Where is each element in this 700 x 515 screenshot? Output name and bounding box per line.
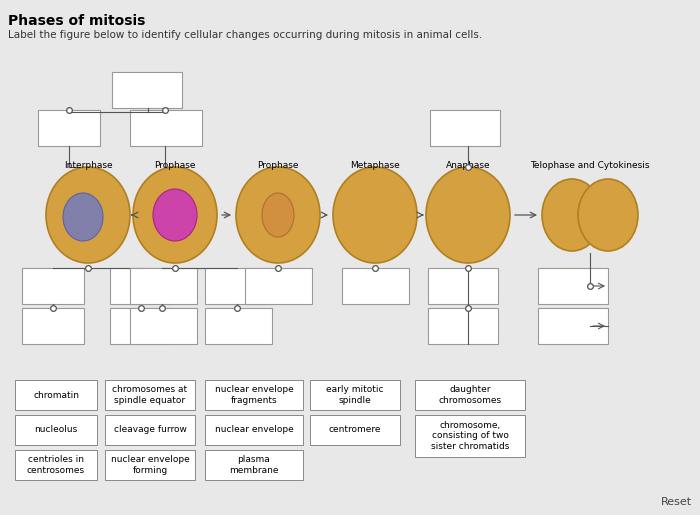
Text: chromosomes at
spindle equator: chromosomes at spindle equator (113, 385, 188, 405)
Bar (22, 268, 84, 304)
Bar (245, 268, 312, 304)
Bar (205, 380, 303, 410)
Text: Telophase and Cytokinesis: Telophase and Cytokinesis (531, 161, 650, 170)
Ellipse shape (333, 167, 417, 263)
Bar (15, 415, 97, 445)
Text: daughter
chromosomes: daughter chromosomes (438, 385, 502, 405)
Bar (205, 308, 272, 344)
Text: cleavage furrow: cleavage furrow (113, 425, 186, 435)
Text: chromatin: chromatin (33, 390, 79, 400)
Bar (110, 268, 172, 304)
Text: Prophase: Prophase (258, 161, 299, 170)
Text: plasma
membrane: plasma membrane (230, 455, 279, 475)
Ellipse shape (426, 167, 510, 263)
Bar (205, 268, 272, 304)
Text: Label the figure below to identify cellular changes occurring during mitosis in : Label the figure below to identify cellu… (8, 30, 482, 40)
Bar (105, 415, 195, 445)
Bar (430, 110, 500, 146)
Bar (428, 308, 498, 344)
Ellipse shape (153, 189, 197, 241)
Ellipse shape (542, 179, 602, 251)
Bar (415, 415, 525, 457)
Text: centrioles in
centrosomes: centrioles in centrosomes (27, 455, 85, 475)
Text: Phases of mitosis: Phases of mitosis (8, 14, 146, 28)
Ellipse shape (262, 193, 294, 237)
Text: Anaphase: Anaphase (446, 161, 490, 170)
Bar (310, 415, 400, 445)
Bar (342, 268, 409, 304)
Bar (112, 72, 182, 108)
Bar (15, 380, 97, 410)
Bar (205, 450, 303, 480)
Text: early mitotic
spindle: early mitotic spindle (326, 385, 384, 405)
Text: nuclear envelope: nuclear envelope (215, 425, 293, 435)
Bar (538, 308, 608, 344)
Ellipse shape (46, 167, 130, 263)
Bar (38, 110, 100, 146)
Bar (130, 268, 197, 304)
Ellipse shape (133, 167, 217, 263)
Ellipse shape (236, 167, 320, 263)
Text: nuclear envelope
fragments: nuclear envelope fragments (215, 385, 293, 405)
Bar (105, 380, 195, 410)
Text: Interphase: Interphase (64, 161, 112, 170)
Text: Metaphase: Metaphase (350, 161, 400, 170)
Bar (415, 380, 525, 410)
Ellipse shape (63, 193, 103, 241)
Bar (310, 380, 400, 410)
Text: chromosome,
consisting of two
sister chromatids: chromosome, consisting of two sister chr… (430, 421, 509, 451)
Bar (130, 308, 197, 344)
Bar (15, 450, 97, 480)
Bar (538, 268, 608, 304)
Bar (428, 268, 498, 304)
Ellipse shape (578, 179, 638, 251)
Bar (110, 308, 172, 344)
Bar (130, 110, 202, 146)
Bar (105, 450, 195, 480)
Text: centromere: centromere (329, 425, 382, 435)
Text: nucleolus: nucleolus (34, 425, 78, 435)
Bar (205, 415, 303, 445)
Text: Prophase: Prophase (154, 161, 196, 170)
Text: Reset: Reset (661, 497, 692, 507)
Text: nuclear envelope
forming: nuclear envelope forming (111, 455, 190, 475)
Bar (22, 308, 84, 344)
